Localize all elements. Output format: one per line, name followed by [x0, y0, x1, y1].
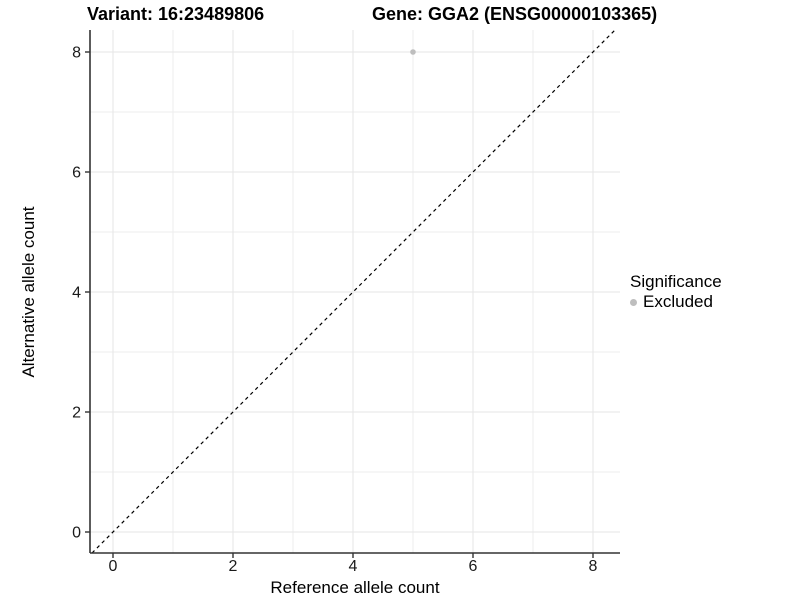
y-tick-label: 2: [72, 405, 81, 422]
legend-item-excluded: Excluded: [630, 292, 722, 312]
data-point: [410, 49, 416, 55]
legend-title: Significance: [630, 272, 722, 291]
x-tick-label: 2: [229, 558, 238, 575]
legend-item-label: Excluded: [643, 292, 713, 311]
legend: Significance Excluded: [630, 272, 722, 312]
x-tick-label: 8: [589, 558, 598, 575]
y-tick-label: 6: [72, 165, 81, 182]
plot-title-gene: Gene: GGA2 (ENSG00000103365): [372, 4, 658, 24]
identity-line: [91, 29, 616, 554]
x-tick-label: 6: [469, 558, 478, 575]
plot-title-variant: Variant: 16:23489806: [87, 4, 265, 24]
excluded-point-icon: [630, 298, 637, 306]
y-tick-label: 0: [72, 525, 81, 542]
y-tick-label: 4: [72, 285, 81, 302]
y-tick-label: 8: [72, 45, 81, 62]
x-axis-title: Reference allele count: [270, 578, 440, 597]
x-tick-label: 4: [349, 558, 358, 575]
x-tick-label: 0: [109, 558, 118, 575]
y-axis-title: Alternative allele count: [19, 206, 38, 378]
